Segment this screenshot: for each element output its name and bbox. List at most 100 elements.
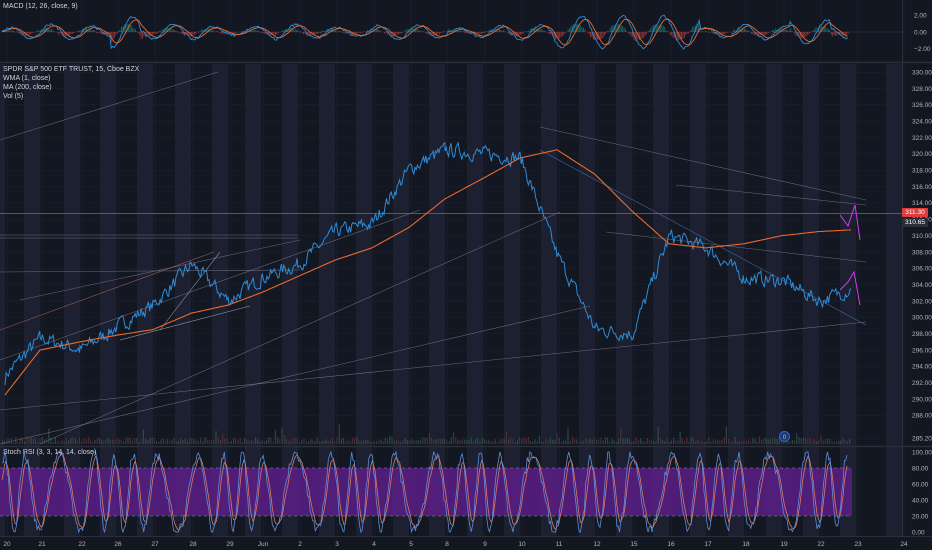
volume-bar [710, 441, 712, 444]
macd-histogram-bar [499, 28, 500, 32]
macd-histogram-bar [284, 28, 286, 32]
macd-histogram-bar [433, 32, 435, 36]
macd-histogram-bar [594, 32, 596, 41]
symbol-legend[interactable]: SPDR S&P 500 ETF TRUST, 15, Cboe BZX [3, 66, 140, 73]
macd-histogram-bar [556, 32, 558, 39]
macd-histogram-bar [609, 27, 611, 32]
macd-histogram-bar [80, 30, 82, 32]
macd-histogram-bar [161, 29, 163, 32]
macd-histogram-bar [171, 28, 173, 32]
macd-histogram-bar [60, 32, 62, 35]
ma-legend[interactable]: MA (200, close) [3, 84, 52, 91]
macd-histogram-bar [615, 24, 617, 32]
volume-bar [338, 424, 340, 444]
vol-legend[interactable]: Vol (5) [3, 93, 24, 100]
macd-histogram-bar [51, 29, 52, 32]
macd-histogram-bar [601, 32, 603, 39]
macd-histogram-bar [657, 25, 659, 32]
volume-bar [802, 437, 804, 444]
macd-histogram-bar [686, 32, 688, 34]
volume-bar [61, 439, 63, 444]
volume-bar [470, 437, 472, 444]
volume-bar [310, 439, 312, 444]
volume-bar [228, 441, 230, 444]
macd-histogram-bar [366, 31, 367, 32]
macd-histogram-bar [346, 32, 348, 35]
macd-histogram-bar [809, 32, 811, 33]
time-axis[interactable]: 20 21 22 26 27 28 29 Jun 2 3 4 5 8 9 10 11 12 15 16 17 18 19 2… [3, 541, 908, 548]
volume-bar [772, 437, 774, 444]
volume-bar [763, 438, 765, 444]
volume-bar [395, 440, 397, 444]
volume-bar [593, 438, 595, 444]
macd-histogram-bar [343, 32, 345, 34]
volume-bar [420, 440, 422, 444]
volume-bar [813, 439, 815, 444]
macd-histogram-bar [808, 32, 810, 35]
time-tick-label: 23 [854, 541, 862, 548]
macd-histogram-bar [678, 32, 680, 41]
volume-bar [378, 440, 380, 444]
volume-bar [387, 438, 389, 444]
macd-histogram-bar [44, 28, 45, 32]
event-badge[interactable] [779, 431, 790, 442]
macd-histogram-bar [738, 27, 740, 32]
volume-bar [536, 441, 538, 444]
trend-line [0, 321, 867, 411]
macd-histogram-bar [59, 32, 61, 34]
volume-bar [17, 441, 19, 444]
macd-histogram-bar [664, 26, 666, 32]
macd-histogram-bar [321, 30, 323, 32]
volume-bar [321, 440, 323, 444]
macd-histogram-bar [371, 29, 373, 32]
volume-bar [215, 430, 217, 444]
macd-histogram-bar [832, 32, 834, 37]
volume-bar [142, 429, 144, 444]
volume-bar [653, 441, 655, 444]
macd-histogram-bar [667, 31, 668, 32]
price-tick-label: 326.00 [912, 102, 932, 109]
macd-histogram-bar [193, 32, 195, 36]
macd-histogram-bar [252, 30, 254, 32]
wma-legend[interactable]: WMA (1, close) [3, 75, 51, 82]
macd-histogram-bar [84, 28, 86, 32]
volume-bar [90, 439, 92, 444]
macd-histogram-bar [527, 31, 528, 32]
price-tick-label: 288.00 [912, 413, 932, 420]
volume-bar [323, 440, 325, 444]
macd-histogram-bar [697, 23, 699, 32]
macd-histogram-bar [830, 32, 832, 36]
volume-bar [741, 441, 743, 444]
macd-histogram-bar [339, 30, 341, 32]
macd-histogram-bar [431, 32, 433, 36]
macd-legend[interactable]: MACD (12, 26, close, 9) [3, 3, 78, 10]
macd-histogram-bar [563, 32, 565, 35]
macd-histogram-bar [440, 32, 442, 34]
macd-histogram-bar [675, 32, 677, 41]
macd-histogram-bar [583, 27, 584, 32]
macd-histogram-bar [158, 30, 160, 32]
macd-histogram-bar [599, 32, 601, 40]
macd-histogram-bar [627, 32, 629, 34]
volume-bar [499, 439, 501, 444]
volume-bar [457, 440, 459, 444]
macd-histogram-bar [560, 32, 562, 38]
macd-histogram-bar [130, 25, 132, 32]
volume-bar [120, 439, 122, 444]
macd-histogram-bar [711, 32, 713, 34]
volume-bar [527, 437, 529, 444]
stoch-legend[interactable]: Stoch RSI (3, 3, 14, 14, close) [3, 449, 97, 456]
macd-histogram-bar [315, 32, 317, 34]
volume-bar [50, 437, 52, 444]
volume-bar [237, 440, 239, 444]
time-tick-label: 27 [151, 541, 159, 548]
macd-histogram-bar [591, 32, 593, 38]
macd-histogram-bar [443, 31, 444, 32]
macd-histogram-bar [557, 32, 559, 39]
macd-histogram-bar [72, 32, 73, 34]
volume-bar [171, 439, 173, 444]
volume-bar [800, 438, 802, 444]
macd-histogram-bar [163, 29, 164, 32]
price-axis[interactable]: 330.00 328.00 326.00 324.00 322.00 320.00 318.… [912, 13, 932, 537]
